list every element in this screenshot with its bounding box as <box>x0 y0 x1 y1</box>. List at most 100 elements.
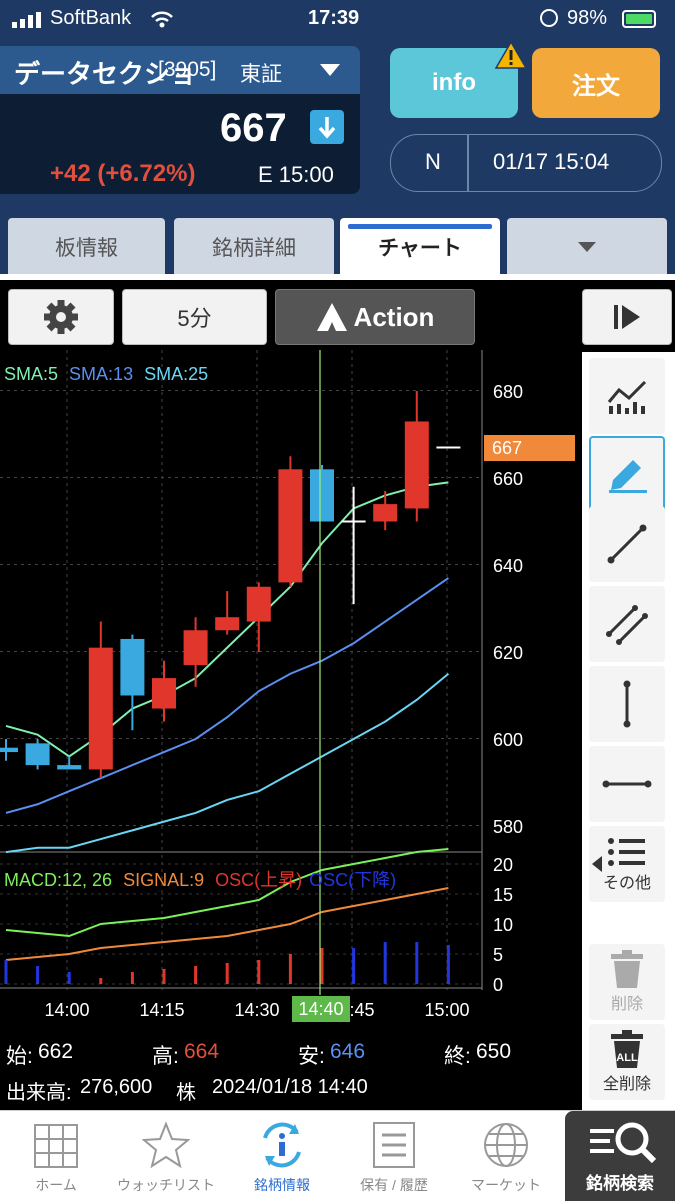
chart-indicator-icon <box>607 380 647 414</box>
open-value: 662 <box>38 1040 74 1063</box>
parallel-lines-icon <box>606 605 648 645</box>
delete-all-label: 全削除 <box>602 1076 651 1093</box>
star-icon <box>142 1121 190 1169</box>
interval-button[interactable]: 5分 <box>122 289 267 345</box>
vertical-line-tool[interactable] <box>589 666 665 742</box>
action-button[interactable]: Action <box>275 289 475 345</box>
nav-stock-info[interactable]: 銘柄情報 <box>228 1111 336 1201</box>
candle-body <box>183 630 208 666</box>
nav-home[interactable]: ホーム <box>2 1111 110 1201</box>
volume-datetime: 2024/01/18 14:40 <box>212 1076 368 1098</box>
price-tick-label: 680 <box>493 382 523 402</box>
macd-tick-label: 20 <box>493 855 513 875</box>
current-price: 667 <box>220 106 287 150</box>
session-mode: N <box>425 149 441 174</box>
osc-bar <box>4 960 8 984</box>
macd-label: MACD:12, 26 <box>4 870 113 890</box>
stock-name: データセクショ <box>14 59 197 89</box>
osc-bar <box>36 966 40 984</box>
candle-body <box>25 743 50 766</box>
info-button-label: info <box>432 69 476 96</box>
grid-icon <box>34 1124 78 1168</box>
nav-search[interactable]: 銘柄検索 <box>565 1111 675 1201</box>
wifi-icon <box>151 11 173 28</box>
settings-button[interactable] <box>8 289 114 345</box>
carrier-name: SoftBank <box>50 7 132 29</box>
candle-body <box>88 647 113 770</box>
tab-board[interactable]: 板情報 <box>8 218 165 276</box>
order-button[interactable]: 注文 <box>532 48 660 118</box>
price-tick-label: 640 <box>493 556 523 576</box>
price-down-icon <box>310 110 344 144</box>
trendline-tool[interactable] <box>589 506 665 582</box>
nav-market[interactable]: マーケット <box>452 1111 560 1201</box>
candle-body <box>0 747 18 753</box>
tab-detail[interactable]: 銘柄詳細 <box>174 218 334 276</box>
osc-bar <box>99 978 103 984</box>
nav-holdings[interactable]: 保有 / 履歴 <box>340 1111 448 1201</box>
session-datetime: 01/17 15:04 <box>493 149 610 174</box>
bottom-nav: ホーム ウォッチリスト 銘柄情報 保有 / 履歴 マーケット 銘柄検索 <box>0 1110 675 1201</box>
chart-area[interactable]: 680 660 640 620 600 580 20 15 10 5 0 14:00 14:15 14:3… <box>0 350 580 1035</box>
sma13-label: SMA:13 <box>69 364 134 384</box>
macd-tick-label: 10 <box>493 915 513 935</box>
other-tools-button[interactable]: その他 <box>589 826 665 902</box>
time-tick-label: 14:00 <box>44 1000 89 1020</box>
tab-board-label: 板情報 <box>55 237 118 260</box>
tab-more[interactable] <box>507 218 667 276</box>
session-timebox[interactable]: N 01/17 15:04 <box>390 134 662 192</box>
price-tick-label: 600 <box>493 730 523 750</box>
battery-icon <box>622 10 656 28</box>
trendline-icon <box>607 524 647 564</box>
price-time: E 15:00 <box>258 162 334 187</box>
stock-selector[interactable]: データセクショ [3905] 東証 <box>0 46 360 94</box>
time-tick-label: 14:30 <box>234 1000 279 1020</box>
battery-percent: 98% <box>567 7 608 29</box>
sma5-line <box>5 481 449 758</box>
nav-market-label: マーケット <box>471 1177 541 1193</box>
tab-chart-label: チャート <box>378 237 462 260</box>
interval-label: 5分 <box>177 306 212 331</box>
horizontal-line-icon <box>602 780 652 788</box>
warning-icon <box>494 40 528 69</box>
volume-value: 276,600 <box>80 1076 153 1098</box>
status-time: 17:39 <box>308 7 360 29</box>
candle-body <box>404 421 429 509</box>
osc-bar <box>352 948 356 984</box>
nav-watchlist[interactable]: ウォッチリスト <box>112 1111 220 1201</box>
candle-body <box>152 678 176 709</box>
candle-body <box>246 586 271 622</box>
low-value: 646 <box>330 1040 366 1063</box>
high-value: 664 <box>184 1040 220 1063</box>
draw-tool[interactable] <box>589 436 665 512</box>
indicator-tool[interactable] <box>589 358 665 434</box>
candle-body <box>57 765 82 770</box>
tab-chart[interactable]: チャート <box>340 218 500 276</box>
search-icon <box>590 1122 657 1164</box>
action-icon <box>316 303 347 331</box>
info-button[interactable]: info <box>390 48 518 118</box>
macd-tick-label: 0 <box>493 975 503 995</box>
sma25-label: SMA:25 <box>144 364 209 384</box>
left-arrow-icon <box>592 856 602 872</box>
candle-body <box>120 638 145 696</box>
gear-icon <box>44 300 78 334</box>
divider <box>467 135 469 191</box>
stock-code: [3905] <box>158 58 217 81</box>
price-tick-label: 620 <box>493 643 523 663</box>
macd-tick-label: 15 <box>493 885 513 905</box>
price-tick-label: 660 <box>493 469 523 489</box>
order-button-label: 注文 <box>572 72 620 100</box>
svg-text:ALL: ALL <box>616 1052 638 1064</box>
tab-more-icon <box>578 242 596 252</box>
sma-legend: SMA:5 SMA:13 SMA:25 <box>4 364 208 385</box>
osc-bar <box>225 963 229 984</box>
horizontal-line-tool[interactable] <box>589 746 665 822</box>
trash-all-icon: ALL <box>611 1030 643 1068</box>
delete-all-button[interactable]: ALL 全削除 <box>589 1024 665 1100</box>
channel-tool[interactable] <box>589 586 665 662</box>
play-button[interactable] <box>582 289 672 345</box>
osc-bar <box>446 945 450 984</box>
delete-button[interactable]: 削除 <box>589 944 665 1020</box>
sma25-line <box>5 672 450 854</box>
